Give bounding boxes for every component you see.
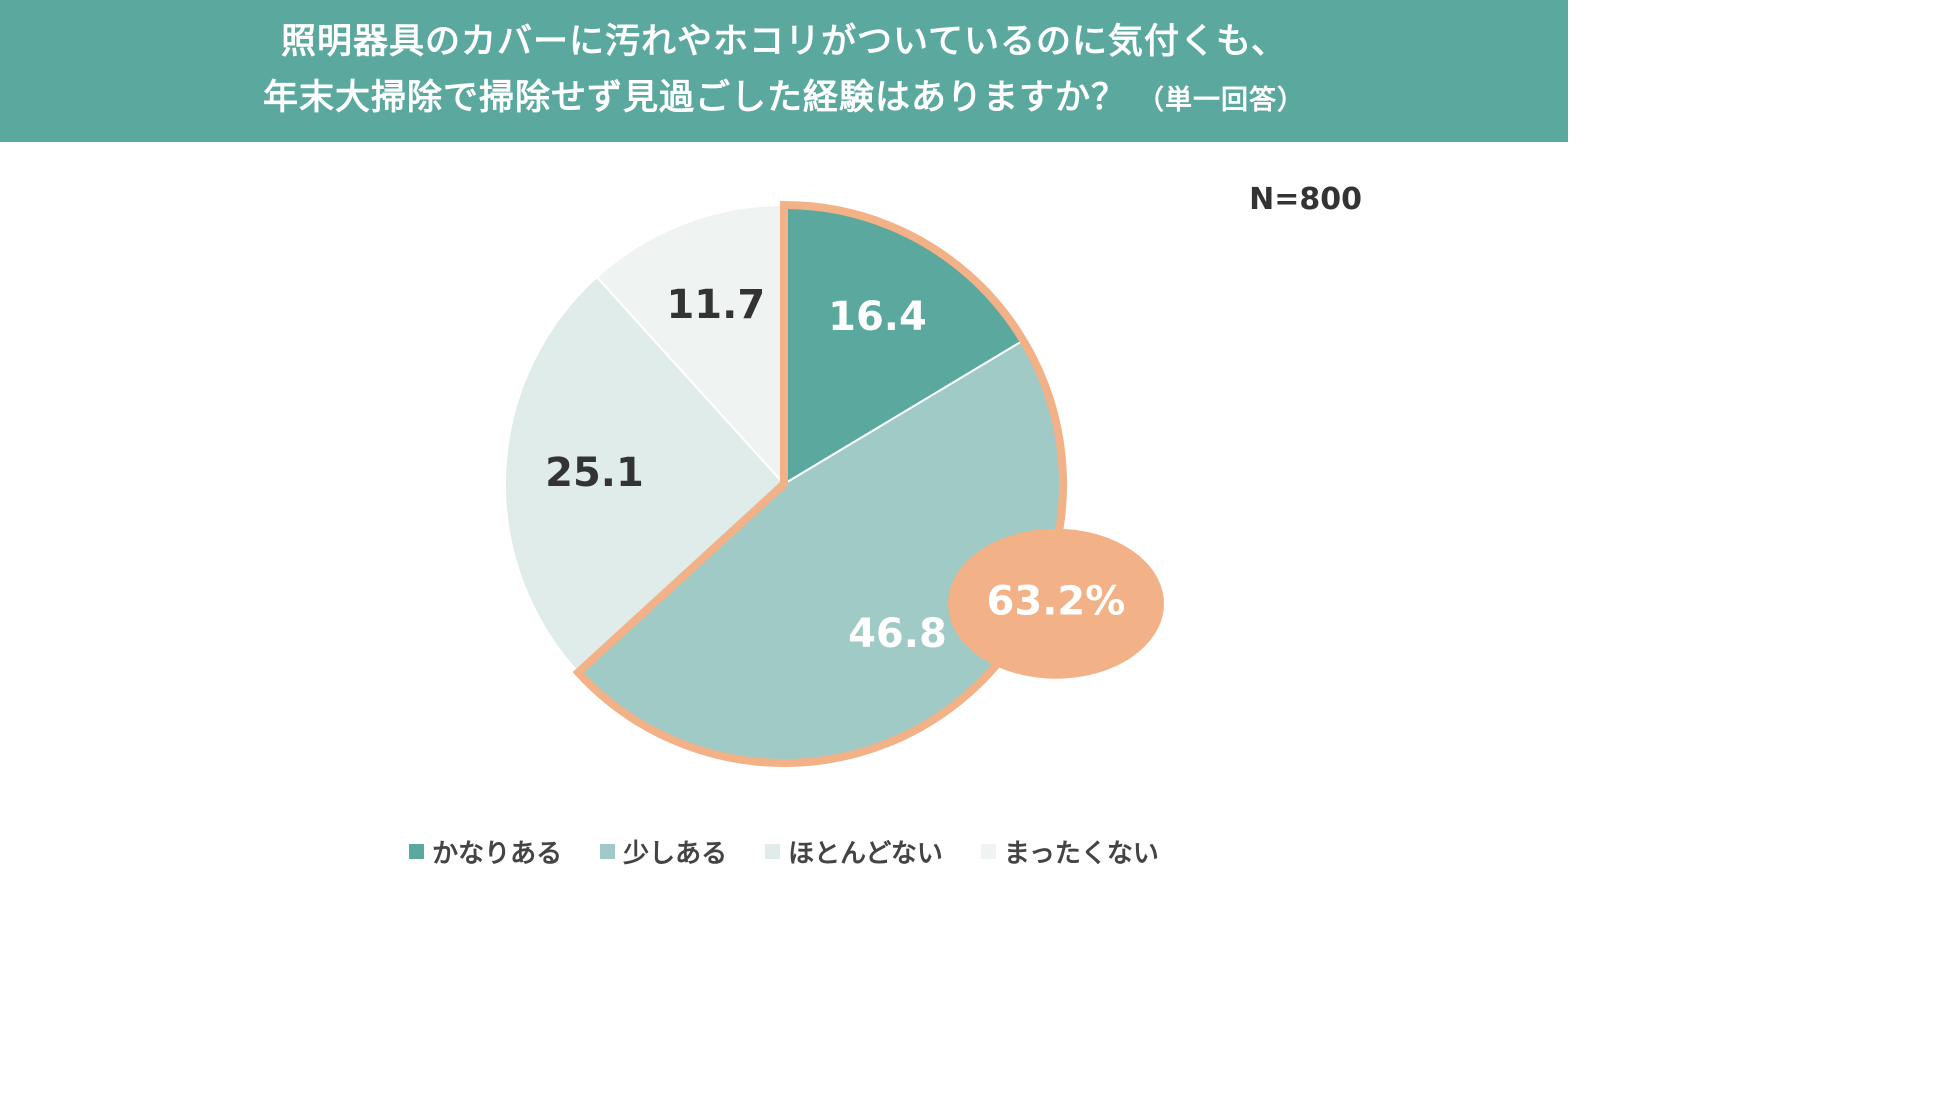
sample-size-label: N=800 xyxy=(1249,182,1362,217)
total-badge xyxy=(947,528,1164,679)
legend-swatch xyxy=(409,844,425,859)
legend-label: ほとんどない xyxy=(788,839,943,869)
legend-item-4: まったくない xyxy=(980,833,1159,870)
slice-value-label-2: 46.8 xyxy=(848,611,947,657)
answer-type-note: （単一回答） xyxy=(1137,84,1305,116)
legend-item-3: ほとんどない xyxy=(765,833,943,870)
chart-header: 照明器具のカバーに汚れやホコリがついているのに気付くも、 年末大掃除で掃除せず見… xyxy=(0,0,1568,142)
legend-label: まったくない xyxy=(1003,839,1159,869)
legend-swatch xyxy=(980,844,996,859)
chart-title-line-1: 照明器具のカバーに汚れやホコリがついているのに気付くも、 xyxy=(281,21,1287,62)
legend-swatch xyxy=(600,844,616,859)
pie-slice-4 xyxy=(595,203,785,487)
legend-item-1: かなりある xyxy=(409,833,562,870)
slice-value-label-1: 16.4 xyxy=(828,294,927,340)
chart-legend: かなりある 少しある ほとんどない まったくない xyxy=(0,833,1568,870)
slice-value-label-4: 11.7 xyxy=(666,282,765,328)
legend-item-2: 少しある xyxy=(600,833,727,870)
legend-label: かなりある xyxy=(432,839,563,869)
legend-label: 少しある xyxy=(623,839,728,869)
chart-title-line-2: 年末大掃除で掃除せず見過ごした経験はありますか？ （単一回答） xyxy=(263,70,1305,129)
slice-value-label-3: 25.1 xyxy=(545,450,644,496)
legend-swatch xyxy=(765,844,781,859)
pie-chart: 16.4 46.8 25.1 11.7 63.2% xyxy=(504,200,1164,767)
total-badge-label: 63.2% xyxy=(987,579,1126,625)
chart-title-text: 年末大掃除で掃除せず見過ごした経験はありますか？ xyxy=(262,77,1127,118)
pie-slice-3 xyxy=(504,275,786,674)
